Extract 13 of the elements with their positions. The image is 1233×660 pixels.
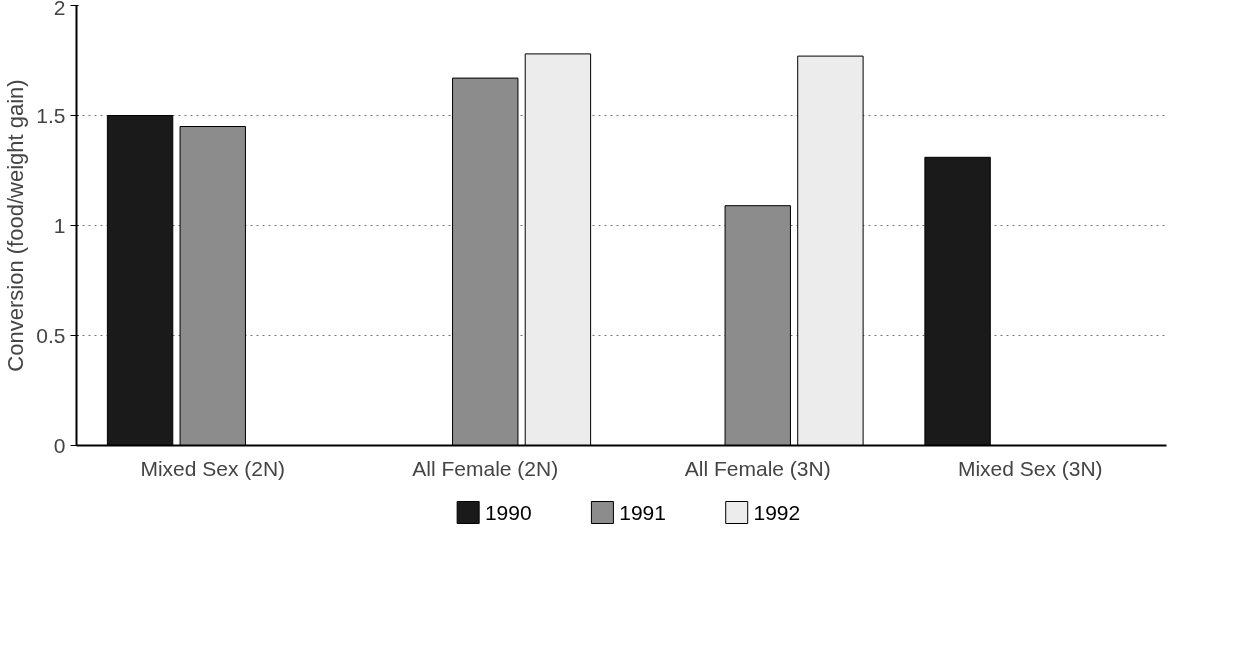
x-tick-label: Mixed Sex (2N)	[140, 456, 286, 480]
y-tick-label: 0.5	[36, 323, 66, 347]
x-tick-label: Mixed Sex (3N)	[957, 456, 1103, 480]
legend-label: 1991	[619, 500, 666, 524]
x-tick-label: All Female (2N)	[412, 456, 559, 480]
x-tick-label: All Female (3N)	[684, 456, 831, 480]
legend-label: 1992	[753, 500, 801, 524]
y-tick-label: 2	[53, 0, 66, 19]
y-axis-title: Conversion (food/weight gain)	[3, 79, 29, 372]
legend-label: 1990	[484, 500, 532, 524]
y-tick-label: 1.5	[36, 103, 66, 127]
y-tick-label: 0	[53, 433, 66, 457]
y-tick-label: 1	[53, 213, 66, 237]
